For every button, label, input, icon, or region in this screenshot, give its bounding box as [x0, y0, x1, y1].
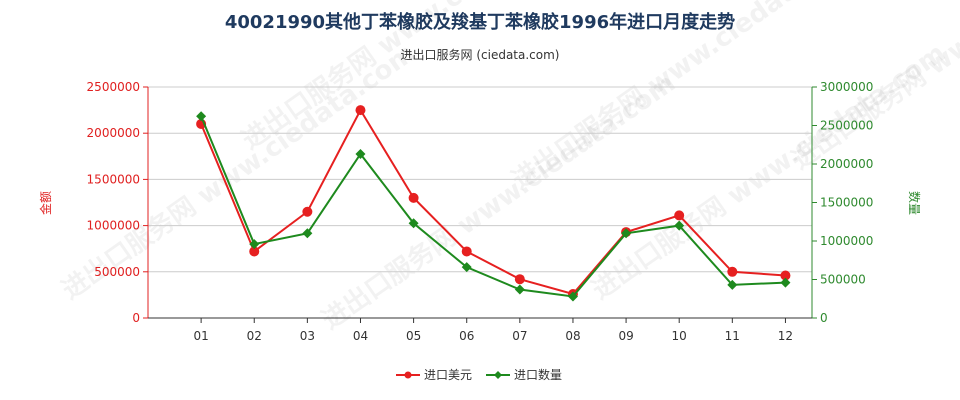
x-tick-label: 09 [618, 329, 633, 343]
data-point-qty [727, 279, 738, 290]
legend-label-2: 进口数量 [514, 367, 562, 382]
x-tick-label: 05 [406, 329, 421, 343]
x-tick-label: 12 [778, 329, 793, 343]
y-tick-label-right: 2500000 [820, 119, 873, 133]
data-point-usd [302, 206, 313, 217]
data-point-qty [461, 262, 472, 273]
data-point-qty [514, 284, 525, 295]
series [196, 105, 791, 302]
y-tick-label-right: 0 [820, 311, 828, 325]
y-tick-label-left: 2500000 [87, 80, 140, 94]
data-point-usd [674, 210, 685, 221]
x-tick-label: 04 [353, 329, 368, 343]
x-tick-label: 03 [300, 329, 315, 343]
data-point-usd [727, 266, 738, 277]
data-point-qty [196, 111, 207, 122]
data-point-qty [621, 228, 632, 239]
data-point-qty [567, 291, 578, 302]
data-point-qty [249, 239, 260, 250]
series-line-2 [200, 115, 786, 298]
legend: 进口美元 进口数量 [396, 367, 562, 382]
data-point-qty [302, 228, 313, 239]
data-point-usd [461, 246, 472, 257]
y-tick-label-left: 500000 [94, 265, 140, 279]
data-point-usd [249, 246, 260, 257]
data-point-usd [780, 270, 791, 281]
legend-marker-usd [404, 371, 412, 379]
data-point-qty [355, 148, 366, 159]
x-tick-label: 08 [565, 329, 580, 343]
x-tick-label: 07 [512, 329, 527, 343]
y-tick-label-left: 1500000 [87, 172, 140, 186]
data-point-usd [514, 274, 525, 285]
y-tick-label-right: 1500000 [820, 196, 873, 210]
data-point-usd [408, 192, 419, 203]
legend-marker-qty [494, 371, 502, 379]
y-tick-label-right: 500000 [820, 273, 866, 287]
data-point-qty [780, 277, 791, 288]
data-point-qty [408, 218, 419, 229]
y-axis-label-right: 数量 [907, 191, 922, 215]
axes: 0 500000 1000000 1500000 2000000 2500000 0 5000… [38, 80, 922, 343]
series-line-1 [200, 108, 786, 296]
legend-label-1: 进口美元 [424, 368, 472, 382]
y-tick-label-left: 1000000 [87, 219, 140, 233]
chart-subtitle: 进出口服务网 (ciedata.com) [400, 48, 560, 62]
y-tick-label-right: 1000000 [820, 234, 873, 248]
data-point-qty [674, 220, 685, 231]
y-tick-label-right: 2000000 [820, 157, 873, 171]
x-tick-label: 11 [725, 329, 740, 343]
y-tick-label-left: 0 [132, 311, 140, 325]
x-tick-label: 01 [193, 329, 208, 343]
x-tick-label: 06 [459, 329, 474, 343]
data-point-usd [355, 105, 366, 116]
chart-title: 40021990其他丁苯橡胶及羧基丁苯橡胶1996年进口月度走势 [224, 12, 736, 33]
x-tick-label: 02 [247, 329, 262, 343]
x-tick-label: 10 [672, 329, 687, 343]
y-tick-label-right: 3000000 [820, 80, 873, 94]
y-axis-label-left: 金额 [38, 191, 53, 215]
y-tick-label-left: 2000000 [87, 126, 140, 140]
